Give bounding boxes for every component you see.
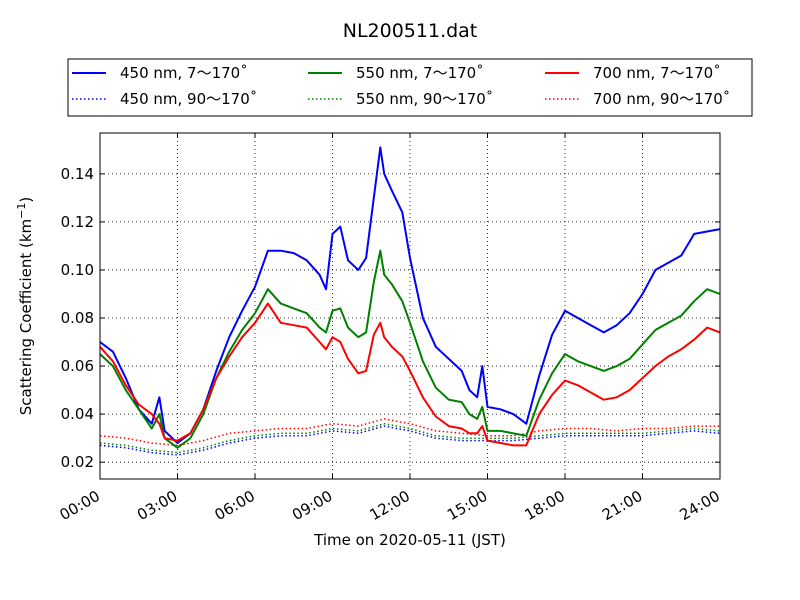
series-line <box>99 422 721 454</box>
y-axis-label-exponent: −1 <box>15 203 28 219</box>
y-axis-label-main: Scattering Coefficient (km <box>17 219 35 415</box>
y-tick-label: 0.02 <box>61 453 94 471</box>
chart-title: NL200511.dat <box>343 20 478 42</box>
legend-label: 450 nm, 7～170˚ <box>120 64 248 82</box>
legend-box <box>67 58 753 117</box>
y-axis-label-close: ) <box>17 197 35 203</box>
plot-area: 00:00 03:00 06:00 09:00 12:00 15:00 18:00 21:00… <box>57 132 723 524</box>
y-tick-label: 0.12 <box>61 213 94 231</box>
y-tick-label: 0.14 <box>61 165 94 183</box>
y-tick-label: 0.08 <box>61 309 94 327</box>
series-line <box>99 425 721 456</box>
plot-frame <box>99 132 721 480</box>
y-tick-label: 0.10 <box>61 261 94 279</box>
legend-label: 450 nm, 90～170˚ <box>120 90 257 108</box>
series-line <box>99 418 720 447</box>
grid <box>100 133 720 479</box>
y-tick-label: 0.06 <box>61 357 94 375</box>
legend-label: 550 nm, 7～170˚ <box>356 64 484 82</box>
series-layer <box>99 146 721 456</box>
legend-label: 700 nm, 7～170˚ <box>593 64 721 82</box>
legend-label: 700 nm, 90～170˚ <box>593 90 730 108</box>
legend: 450 nm, 7～170˚ 550 nm, 7～170˚ 700 nm, 7～17… <box>67 58 753 117</box>
x-axis-label: Time on 2020-05-11 (JST) <box>313 531 506 549</box>
series-line <box>99 302 721 447</box>
series-line <box>99 249 721 449</box>
legend-label: 550 nm, 90～170˚ <box>356 90 493 108</box>
y-tick-label: 0.04 <box>61 405 94 423</box>
y-axis-label: Scattering Coefficient (km−1) <box>15 197 35 416</box>
